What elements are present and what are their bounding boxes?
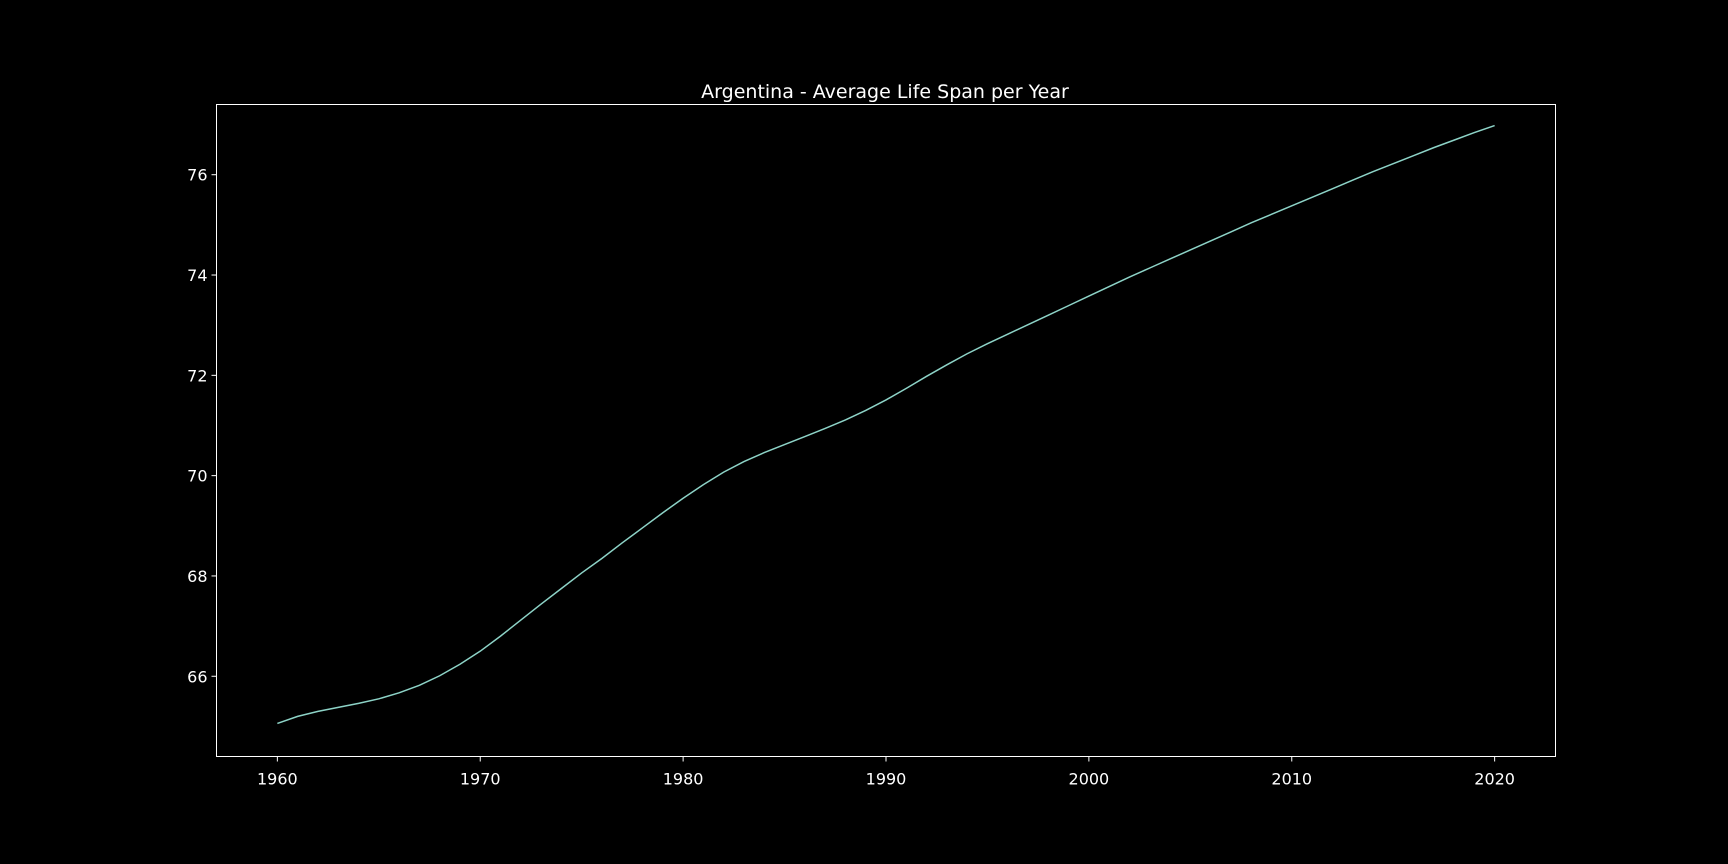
x-tick-label: 2000: [1069, 770, 1110, 789]
x-tick-label: 1970: [460, 770, 501, 789]
x-tick-label: 1980: [663, 770, 704, 789]
x-tick-label: 1960: [257, 770, 298, 789]
x-axis: 1960 1970 1980 1990 2000 2010 2020: [257, 756, 1515, 789]
plot-area: [277, 124, 1495, 725]
y-tick-label: 68: [187, 567, 207, 586]
y-tick-label: 70: [187, 467, 207, 486]
y-axis: 66 68 70 72 74 76: [187, 166, 217, 686]
plot-frame: [216, 104, 1556, 757]
chart-title: Argentina - Average Life Span per Year: [701, 81, 1069, 103]
x-tick-label: 2020: [1474, 770, 1515, 789]
y-tick-label: 72: [187, 366, 207, 385]
series-line: [277, 124, 1495, 725]
y-tick-label: 76: [187, 166, 207, 185]
y-tick-label: 66: [187, 667, 207, 686]
x-tick-label: 2010: [1271, 770, 1312, 789]
y-tick-label: 74: [187, 266, 207, 285]
x-tick-label: 1990: [866, 770, 907, 789]
